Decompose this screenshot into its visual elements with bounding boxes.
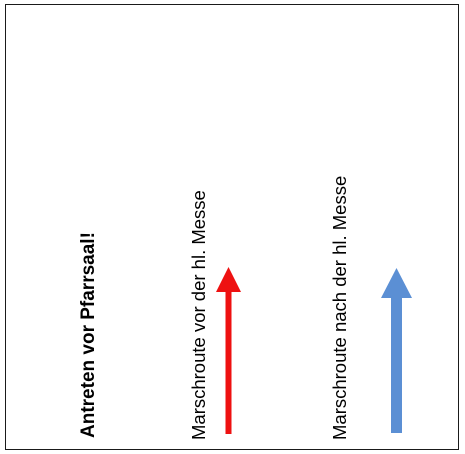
route-before-mass-label: Marschroute vor der hl. Messe (188, 190, 209, 440)
diagram-frame (5, 4, 459, 450)
title-label: Antreten vor Pfarrsaal! (78, 232, 99, 438)
route-after-mass-label: Marschroute nach der hl. Messe (329, 175, 350, 440)
